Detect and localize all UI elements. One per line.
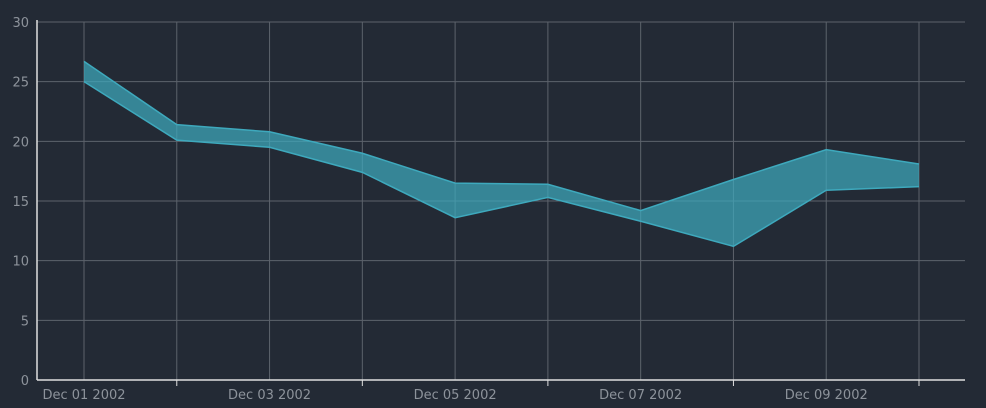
y-tick-label: 15 [12, 195, 29, 210]
x-tick-label: Dec 05 2002 [414, 388, 497, 403]
x-tick-label: Dec 03 2002 [228, 388, 311, 403]
y-tick-label: 10 [12, 255, 29, 270]
y-tick-label: 30 [12, 16, 29, 31]
x-tick-label: Dec 09 2002 [785, 388, 868, 403]
label-layer: 0 5 10 15 20 25 30 Dec 01 2002 Dec 03 2002 Dec 05… [12, 16, 867, 403]
y-tick-label: 0 [21, 374, 29, 389]
upper-series-line [83, 60, 920, 212]
axis-layer [36, 20, 965, 386]
x-tick-label: Dec 07 2002 [599, 388, 682, 403]
area-layer [83, 60, 920, 248]
y-tick-label: 5 [21, 314, 29, 329]
lower-series-line [83, 81, 920, 248]
y-tick-label: 20 [12, 135, 29, 150]
y-tick-label: 25 [12, 76, 29, 91]
range-area [84, 61, 919, 247]
x-tick-label: Dec 01 2002 [42, 388, 125, 403]
